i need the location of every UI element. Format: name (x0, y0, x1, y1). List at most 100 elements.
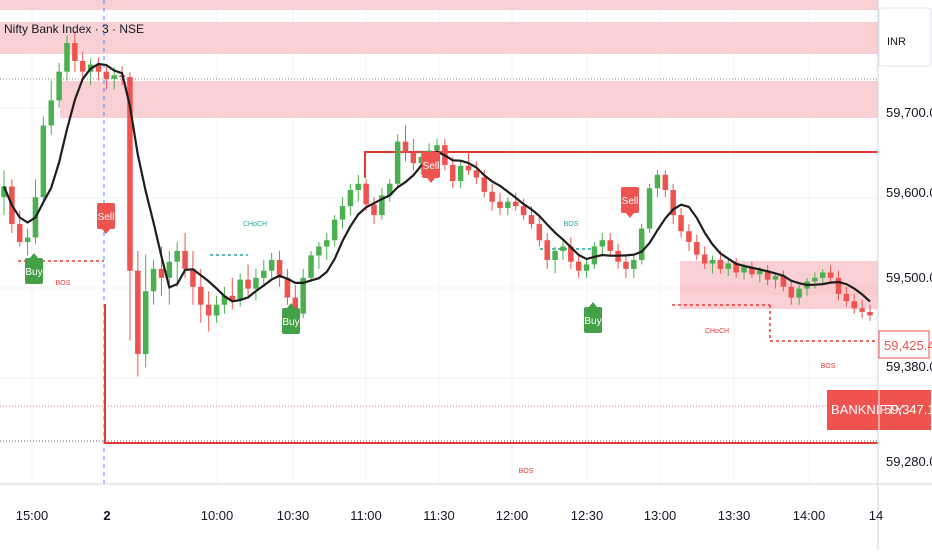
candle-body (402, 141, 409, 153)
candle-body (198, 286, 204, 305)
current-price-badge (878, 330, 930, 359)
moving-average-line (2, 62, 871, 303)
candle-body (796, 288, 802, 298)
candle-body (780, 276, 787, 287)
candle-body (843, 293, 850, 302)
x-tick-label: 11:00 (350, 508, 382, 523)
candle-body (623, 261, 629, 269)
candle-body (638, 228, 645, 260)
candle-body (489, 191, 495, 202)
candle-body (182, 250, 188, 269)
chart-title: Nifty Bank Index · 3 · NSE (4, 22, 145, 36)
x-tick-label: 13:00 (644, 508, 677, 523)
candle-body (205, 304, 212, 316)
candle-body (166, 261, 173, 278)
candle-body (599, 240, 606, 247)
candle-body (835, 277, 842, 294)
candle-body (465, 165, 472, 171)
candle-body (583, 264, 590, 271)
candle-body (591, 246, 598, 265)
supply-zone (0, 0, 878, 10)
x-tick-label: 13:30 (718, 508, 751, 523)
y-tick-label: 59,700.00 (886, 105, 932, 120)
supply-zone (0, 22, 878, 54)
candle-body (1, 186, 7, 198)
candle-body (520, 206, 527, 216)
candle-body (174, 250, 180, 262)
candle-body (654, 174, 661, 189)
candle-body (387, 183, 393, 196)
candle-body (575, 261, 582, 271)
candle-body (733, 263, 739, 273)
structure-label: BOS (519, 468, 534, 475)
candle-body (308, 255, 314, 278)
sell-signal-pointer (427, 178, 435, 183)
candle-body (607, 240, 613, 251)
candle-body (284, 277, 291, 298)
candle-body (457, 165, 464, 182)
buy-signal (25, 258, 43, 284)
buy-signal-label: Buy (282, 317, 299, 328)
buy-signal-label: Buy (584, 316, 601, 327)
candle-body (355, 183, 362, 191)
structure-line (364, 151, 878, 178)
sell-signal-pointer (626, 213, 634, 218)
sell-signal-label: Sell (622, 196, 639, 207)
candle-body (725, 263, 732, 269)
y-tick-label: 59,280.00 (886, 454, 932, 469)
candle-body (347, 190, 354, 207)
candle-body (686, 231, 692, 242)
candle-body (528, 215, 535, 225)
buy-signal-pointer (287, 303, 295, 308)
candle-body (229, 295, 236, 301)
x-tick-label: 11:30 (423, 508, 455, 523)
candle-body (190, 268, 196, 287)
y-tick-label: 59,500.00 (886, 270, 932, 285)
supply-zone (680, 283, 878, 295)
buy-signal-pointer (589, 302, 597, 307)
candle-body (757, 270, 763, 275)
candle-body (512, 201, 519, 207)
candle-body (379, 195, 385, 216)
candle-body (158, 268, 165, 278)
candle-body (749, 267, 755, 275)
candle-body (64, 43, 70, 72)
buy-signal-pointer (30, 253, 38, 258)
candle-body (410, 152, 417, 164)
supply-zone (60, 81, 878, 118)
sell-signal-label: Sell (98, 212, 115, 223)
candle-body (245, 279, 251, 289)
buy-signal-label: Buy (25, 267, 42, 278)
candle-body (221, 295, 228, 305)
candle-body (772, 276, 779, 280)
candle-body (827, 272, 834, 278)
candle-body (48, 100, 54, 126)
candle-body (40, 125, 47, 198)
buy-signal (282, 308, 300, 334)
candle-body (292, 297, 299, 314)
candle-body (331, 219, 338, 241)
candle-body (253, 277, 259, 289)
candle-body (859, 308, 865, 312)
structure-label: CHoCH (243, 221, 267, 228)
structure-label: BOS (564, 221, 579, 228)
candle-body (497, 201, 503, 208)
candle-body (72, 43, 78, 61)
x-tick-label: 2 (103, 508, 110, 523)
candle-body (812, 277, 818, 282)
candle-body (324, 240, 330, 247)
structure-line (104, 304, 878, 444)
candle-body (16, 224, 23, 242)
candle-body (56, 71, 62, 101)
candle-body (851, 301, 858, 309)
currency-box (878, 7, 932, 67)
candle-body (505, 201, 511, 208)
x-tick-label: 12:30 (571, 508, 604, 523)
x-tick-label: 12:00 (496, 508, 529, 523)
candle-body (473, 170, 480, 178)
candle-body (646, 188, 653, 229)
structure-label: CHoCH (705, 328, 729, 335)
candle-body (276, 259, 283, 278)
